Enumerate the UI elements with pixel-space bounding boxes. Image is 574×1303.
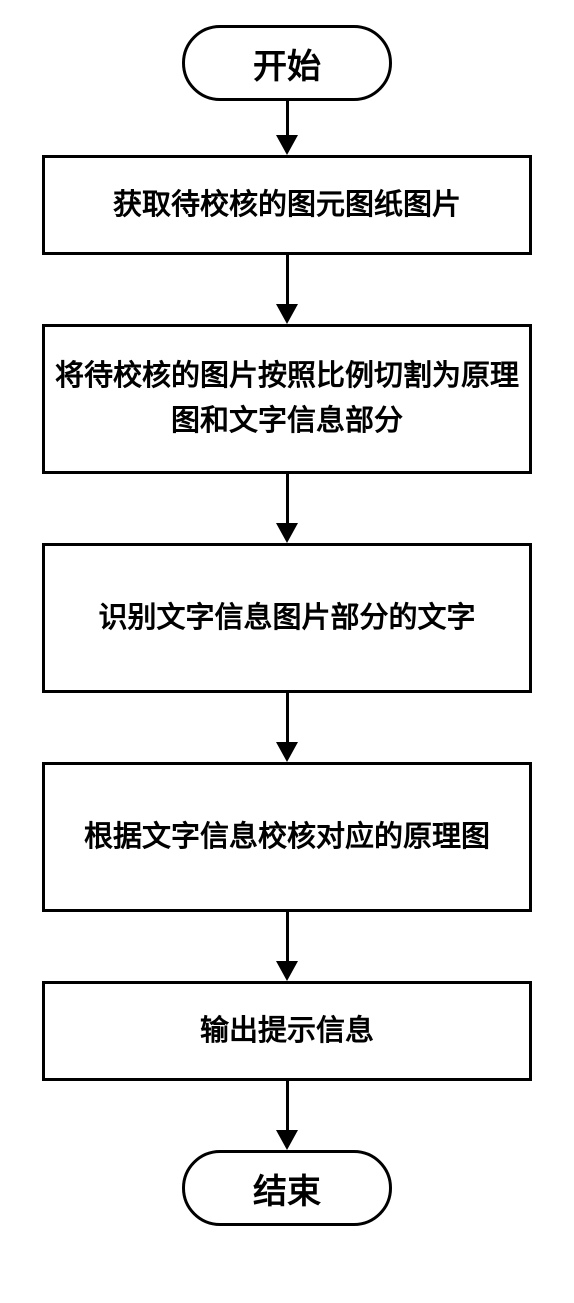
flowchart-step-4-label: 根据文字信息校核对应的原理图 <box>84 815 490 860</box>
arrow-shaft <box>286 255 289 305</box>
arrow-shaft <box>286 693 289 743</box>
flowchart-step-3-label: 识别文字信息图片部分的文字 <box>98 596 475 641</box>
arrow-shaft <box>286 912 289 962</box>
arrow-head-icon <box>276 961 298 981</box>
arrow-shaft <box>286 1081 289 1131</box>
flowchart-arrow <box>276 1081 298 1150</box>
flowchart-step-2: 将待校核的图片按照比例切割为原理图和文字信息部分 <box>42 324 532 474</box>
flowchart-step-5-label: 输出提示信息 <box>200 1009 374 1054</box>
flowchart-step-1: 获取待校核的图元图纸图片 <box>42 155 532 255</box>
flowchart-step-2-label: 将待校核的图片按照比例切割为原理图和文字信息部分 <box>55 354 519 444</box>
flowchart-container: 开始 获取待校核的图元图纸图片 将待校核的图片按照比例切割为原理图和文字信息部分… <box>0 0 574 1303</box>
arrow-shaft <box>286 474 289 524</box>
flowchart-step-1-label: 获取待校核的图元图纸图片 <box>113 183 461 228</box>
flowchart-arrow <box>276 912 298 981</box>
flowchart-arrow <box>276 474 298 543</box>
arrow-head-icon <box>276 135 298 155</box>
flowchart-arrow <box>276 693 298 762</box>
flowchart-end-label: 结束 <box>253 1164 321 1213</box>
flowchart-step-5: 输出提示信息 <box>42 981 532 1081</box>
arrow-head-icon <box>276 1130 298 1150</box>
flowchart-start: 开始 <box>182 25 392 101</box>
flowchart-arrow <box>276 255 298 324</box>
flowchart-step-3: 识别文字信息图片部分的文字 <box>42 543 532 693</box>
arrow-head-icon <box>276 523 298 543</box>
flowchart-start-label: 开始 <box>253 39 321 88</box>
flowchart-end: 结束 <box>182 1150 392 1226</box>
arrow-head-icon <box>276 742 298 762</box>
flowchart-step-4: 根据文字信息校核对应的原理图 <box>42 762 532 912</box>
arrow-head-icon <box>276 304 298 324</box>
flowchart-arrow <box>276 101 298 155</box>
arrow-shaft <box>286 101 289 136</box>
